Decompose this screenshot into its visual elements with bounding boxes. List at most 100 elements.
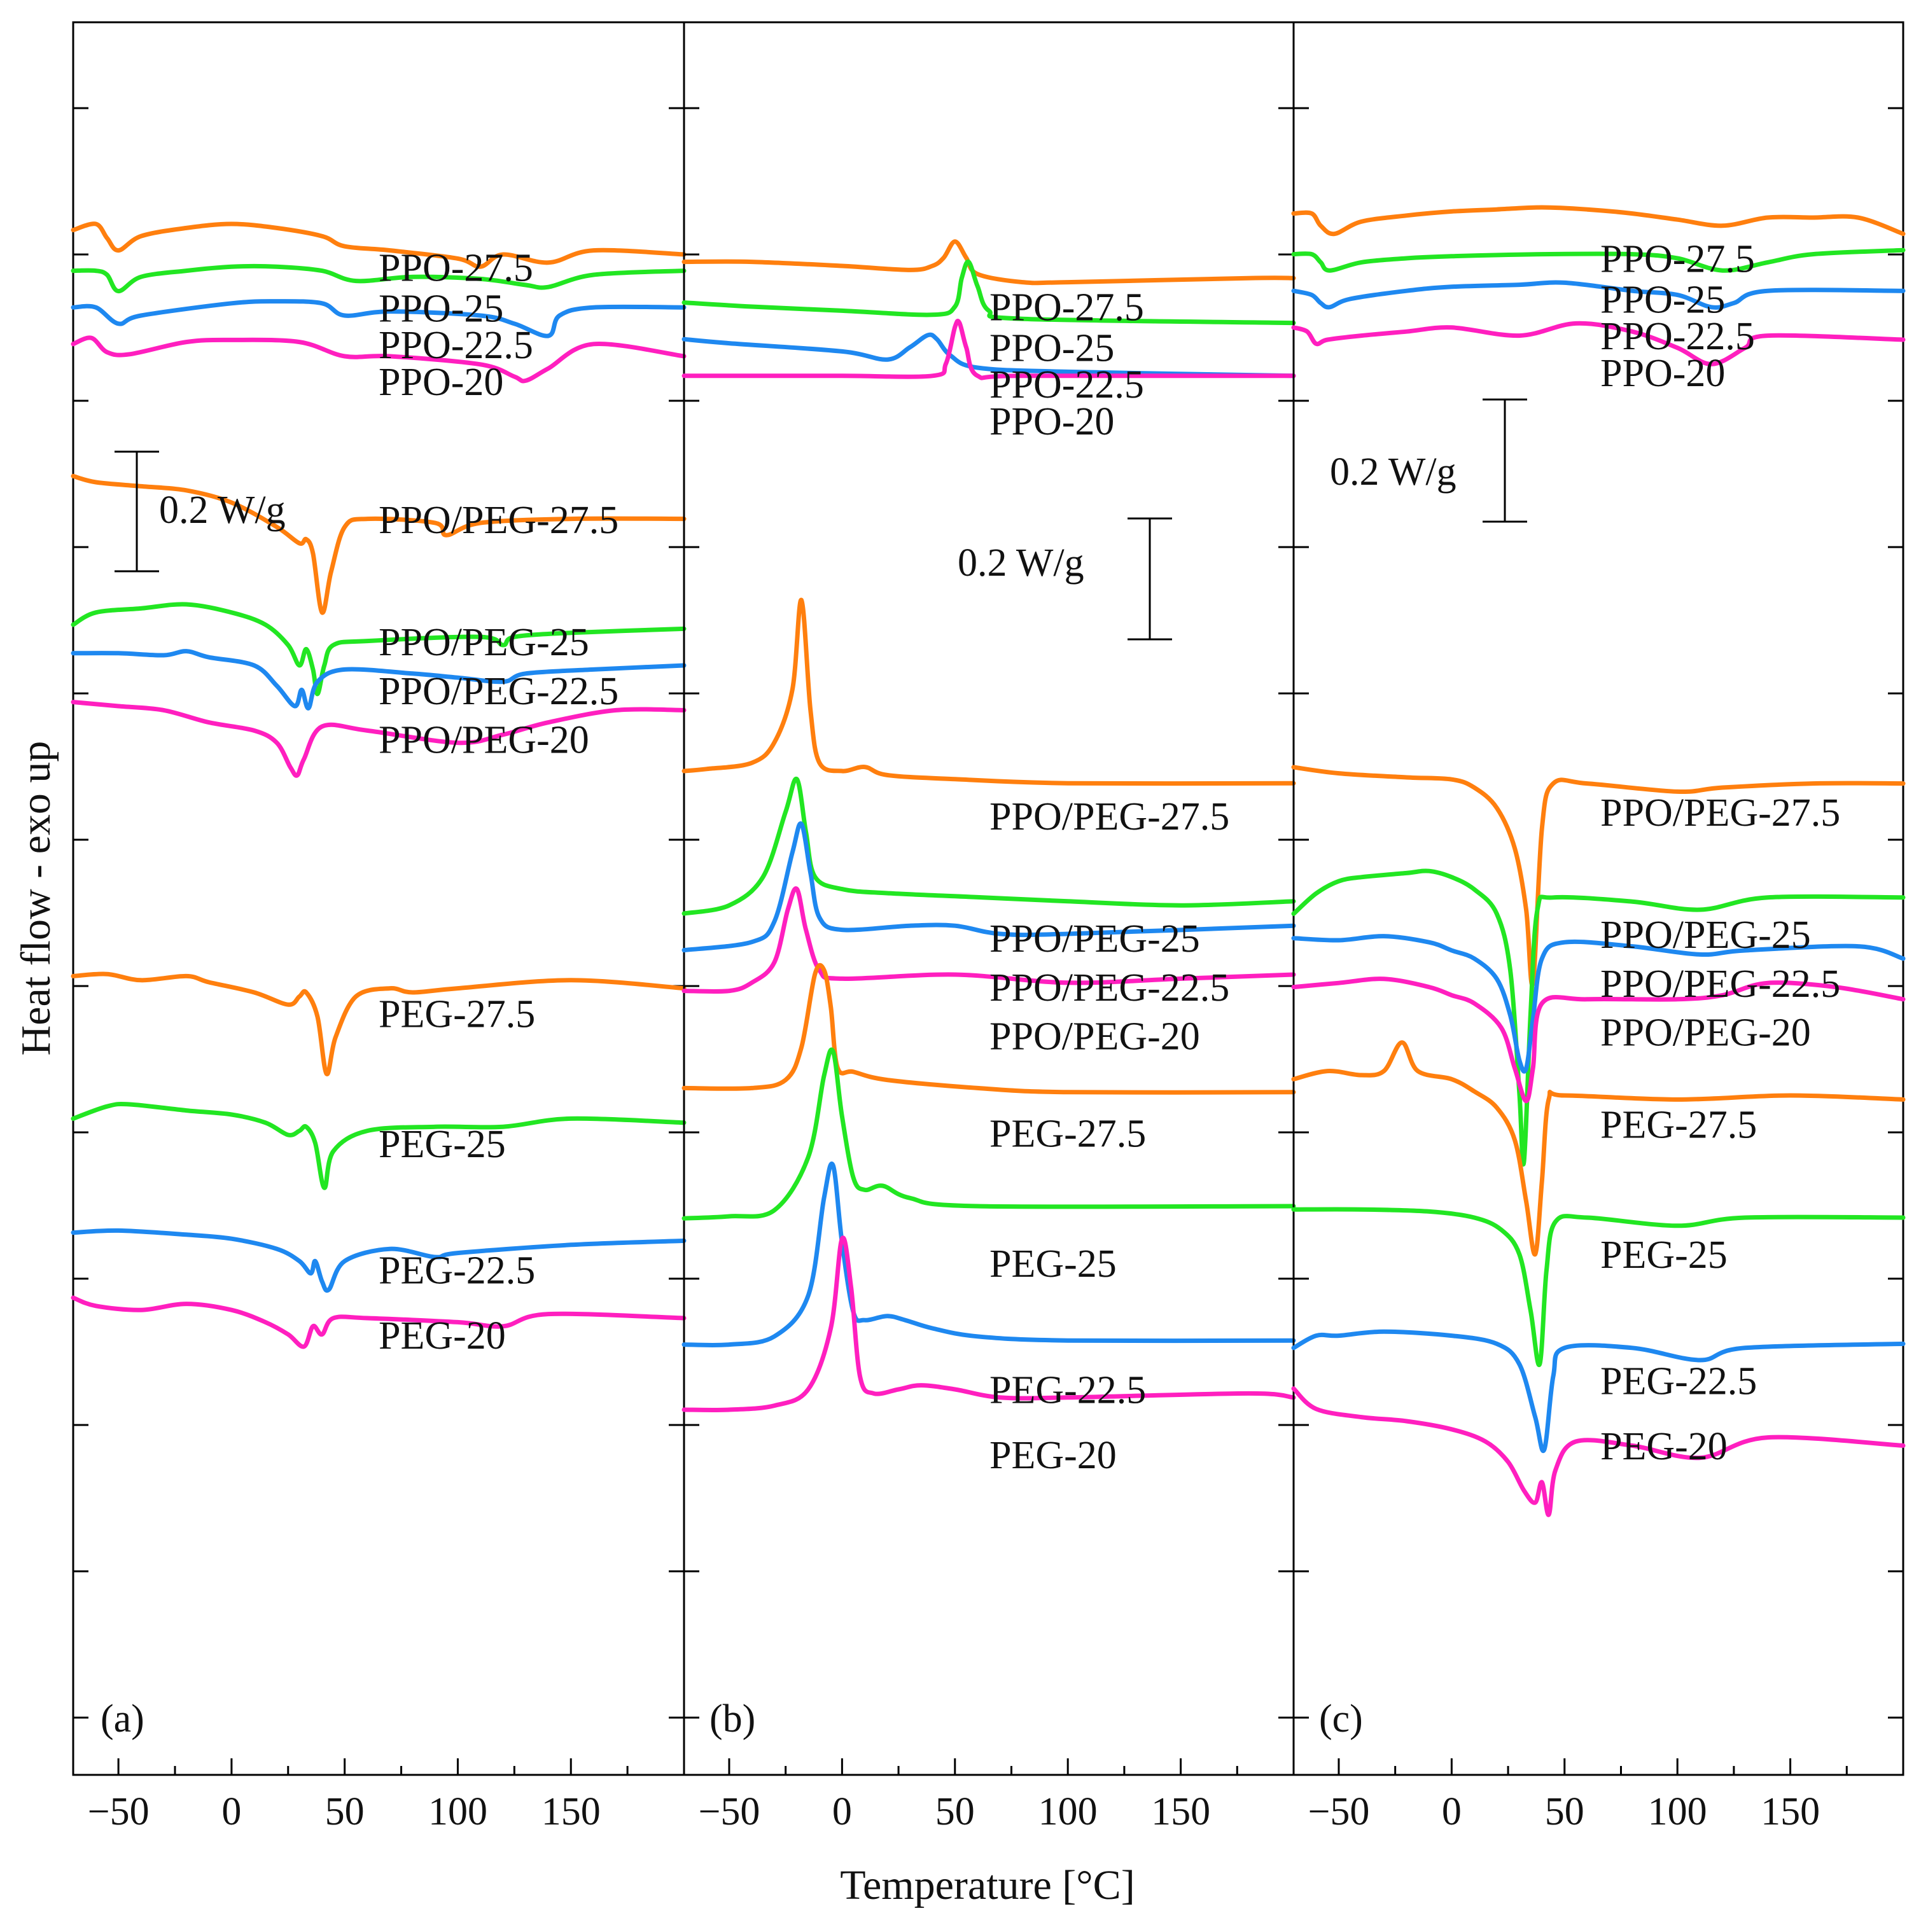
panel-b-scale-bar: 0.2 W/g: [958, 517, 1172, 641]
series-line-ppo-20: [71, 335, 687, 384]
legend-label: PPO-25: [989, 327, 1114, 370]
series-line-peg-20: [681, 1235, 1296, 1412]
x-tick-label: −50: [88, 1790, 150, 1833]
panel-a-curves: [71, 221, 687, 1349]
x-tick-label: 150: [541, 1790, 601, 1833]
legend-label: PPO/PEG-27.5: [379, 499, 618, 542]
series-line-ppo-27-5: [71, 221, 687, 269]
series-line-ppo-22-5: [681, 332, 1296, 379]
x-tick-label: 150: [1151, 1790, 1210, 1833]
series-line-peg-20: [71, 1295, 687, 1349]
panel-a: −50 0 50 100 150 PPO-27.5PPO-25PPO-22.5PPO-2…: [71, 21, 687, 1833]
x-tick-label: 50: [1545, 1790, 1584, 1833]
panel-a-label: (a): [101, 1697, 144, 1741]
x-tick-label: 100: [428, 1790, 487, 1833]
series-line-ppo-peg-25: [1291, 868, 1906, 1167]
legend-label: PEG-27.5: [989, 1112, 1146, 1155]
series-line-peg-22-5: [1291, 1329, 1906, 1454]
legend-label: PPO-25: [379, 288, 503, 331]
series-line-ppo-22-5: [1291, 280, 1906, 310]
legend-label: PEG-27.5: [379, 992, 535, 1036]
legend-label: PEG-22.5: [1600, 1360, 1757, 1403]
legend-label: PPO/PEG-25: [1600, 914, 1811, 957]
series-line-ppo-20: [681, 318, 1296, 380]
legend-label: PPO-25: [1600, 279, 1725, 322]
legend-label: PPO/PEG-27.5: [1600, 791, 1840, 835]
legend-label: PEG-25: [1600, 1234, 1728, 1277]
legend-label: PPO-22.5: [989, 363, 1144, 407]
legend-label: PEG-25: [989, 1242, 1117, 1286]
legend-label: PPO-20: [379, 361, 503, 404]
legend-label: PPO/PEG-20: [379, 719, 589, 762]
legend-label: PPO-20: [989, 400, 1114, 443]
panel-c-y-ticks: [1294, 107, 1903, 1719]
panel-c-x-ticks: −50 0 50 100 150: [1308, 1758, 1848, 1833]
panel-b-scale-bar-label: 0.2 W/g: [958, 541, 1084, 585]
series-line-ppo-22-5: [71, 299, 687, 338]
x-tick-label: −50: [698, 1790, 760, 1833]
panel-a-x-ticks: −50 0 50 100 150: [88, 1758, 629, 1833]
x-tick-label: 0: [221, 1790, 241, 1833]
legend-label: PEG-22.5: [379, 1249, 535, 1293]
series-line-ppo-peg-22-5: [1291, 934, 1906, 1074]
panel-b-curves: [681, 239, 1296, 1412]
x-tick-label: 100: [1038, 1790, 1098, 1833]
legend-label: PPO/PEG-27.5: [989, 795, 1229, 838]
panel-b-x-ticks: −50 0 50 100 150: [698, 1758, 1238, 1833]
legend-label: PEG-20: [989, 1434, 1117, 1477]
legend-label: PPO/PEG-20: [1600, 1011, 1811, 1055]
series-line-ppo-peg-20: [71, 700, 687, 778]
x-tick-label: 100: [1648, 1790, 1707, 1833]
legend-label: PPO/PEG-25: [989, 917, 1200, 961]
series-line-ppo-25: [681, 260, 1296, 326]
panel-c-label: (c): [1319, 1697, 1363, 1741]
legend-label: PPO-22.5: [1600, 315, 1755, 358]
legend-label: PPO-22.5: [379, 324, 533, 367]
y-axis-label: Heat flow - exo up: [13, 741, 59, 1056]
panel-b-label: (b): [709, 1697, 755, 1741]
series-line-ppo-27-5: [681, 239, 1296, 286]
legend-label: PPO-20: [1600, 352, 1725, 395]
series-line-peg-22-5: [71, 1228, 687, 1293]
series-line-ppo-peg-20: [681, 886, 1296, 994]
legend-label: PPO/PEG-22.5: [989, 966, 1229, 1010]
x-axis-label: Temperature [°C]: [840, 1862, 1135, 1908]
series-line-peg-25: [1291, 1207, 1906, 1368]
panel-c: −50 0 50 100 150 PPO-27.5PPO-25PPO-22.5PPO-2…: [1291, 21, 1906, 1833]
series-line-ppo-peg-22-5: [681, 821, 1296, 953]
series-line-peg-25: [681, 1047, 1296, 1221]
panel-a-scale-bar-label: 0.2 W/g: [159, 489, 286, 532]
legend-label: PPO-27.5: [1600, 238, 1755, 281]
legend-label: PPO/PEG-25: [379, 621, 589, 664]
x-tick-label: 50: [935, 1790, 975, 1833]
series-line-peg-27-5: [1291, 1040, 1906, 1257]
panel-b: −50 0 50 100 150 PPO-27.5PPO-25PPO-22.5PPO-2…: [681, 21, 1296, 1833]
series-line-ppo-20: [1291, 321, 1906, 366]
x-tick-label: 0: [1442, 1790, 1462, 1833]
legend-label: PPO/PEG-22.5: [1600, 963, 1840, 1006]
legend-label: PEG-22.5: [989, 1369, 1146, 1412]
legend-label: PPO/PEG-20: [989, 1015, 1200, 1059]
series-line-ppo-peg-22-5: [71, 649, 687, 711]
panel-a-scale-bar: 0.2 W/g: [115, 450, 286, 573]
legend-label: PPO-27.5: [379, 247, 533, 290]
series-line-ppo-peg-20: [1291, 976, 1906, 1104]
panel-c-curves: [1291, 205, 1906, 1517]
series-line-ppo-peg-27-5: [71, 473, 687, 615]
series-line-ppo-25: [1291, 247, 1906, 273]
series-line-peg-27-5: [71, 971, 687, 1076]
panel-b-y-ticks: [684, 107, 1294, 1719]
x-tick-label: 0: [832, 1790, 852, 1833]
x-tick-label: 150: [1761, 1790, 1820, 1833]
series-line-ppo-25: [71, 263, 687, 294]
x-tick-label: 50: [325, 1790, 365, 1833]
legend-label: PEG-25: [379, 1123, 506, 1166]
legend-label: PPO-27.5: [989, 286, 1144, 330]
series-line-ppo-27-5: [1291, 205, 1906, 237]
series-line-peg-25: [71, 1102, 687, 1190]
series-line-ppo-peg-27-5: [681, 597, 1296, 786]
